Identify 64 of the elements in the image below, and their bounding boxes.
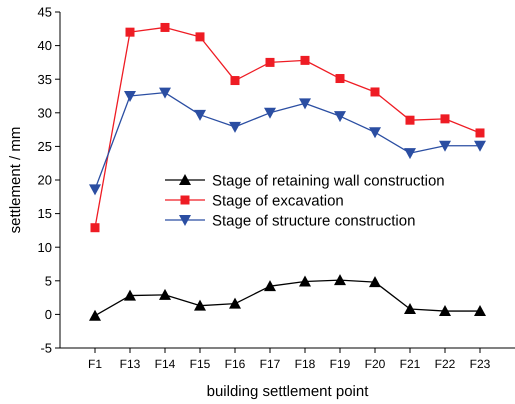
x-tick-label: F21: [400, 357, 421, 371]
point: [194, 110, 206, 121]
y-tick-label: 15: [38, 206, 52, 222]
point: [264, 108, 276, 119]
point: [194, 300, 206, 311]
point: [439, 305, 451, 316]
x-tick-label: F1: [88, 357, 102, 371]
legend-label: Stage of structure construction: [212, 212, 416, 230]
point: [439, 140, 451, 152]
point: [159, 288, 171, 300]
point: [264, 280, 276, 292]
x-tick-label: F17: [260, 357, 281, 371]
y-axis-title: settlement / mm: [7, 126, 24, 234]
point: [334, 111, 346, 122]
point: [440, 114, 450, 124]
point: [299, 98, 311, 110]
x-tick-label: F20: [364, 357, 386, 371]
y-tick-label: 45: [38, 4, 52, 20]
point: [334, 274, 346, 286]
point: [404, 303, 416, 314]
y-tick-label: 0: [44, 306, 52, 322]
point: [159, 88, 171, 99]
legend-label: Stage of excavation: [212, 192, 344, 210]
x-axis-title: building settlement point: [206, 383, 370, 400]
point: [474, 140, 486, 152]
point: [369, 127, 381, 138]
point: [406, 116, 414, 125]
y-tick-label: 40: [38, 38, 52, 54]
point: [369, 276, 381, 288]
point: [300, 56, 310, 65]
legend-label: Stage of retaining wall construction: [212, 172, 445, 190]
point: [229, 298, 241, 309]
x-tick-label: F15: [190, 357, 211, 371]
point: [124, 290, 136, 301]
point: [89, 310, 101, 321]
x-tick-label: F19: [330, 357, 351, 371]
point: [126, 28, 134, 37]
point: [404, 148, 416, 160]
point: [266, 58, 274, 67]
point: [229, 122, 241, 133]
point: [474, 305, 486, 316]
y-tick-label: -5: [40, 340, 52, 356]
point: [336, 74, 344, 84]
x-tick-label: F22: [434, 357, 456, 371]
point: [124, 91, 136, 102]
x-tick-label: F23: [470, 357, 491, 371]
point: [476, 128, 484, 138]
x-tick-label: F13: [120, 357, 141, 371]
point: [299, 275, 311, 286]
y-tick-label: 20: [38, 172, 52, 188]
point: [90, 223, 100, 232]
y-tick-label: 25: [38, 138, 52, 154]
point: [196, 32, 204, 42]
y-tick-label: 10: [38, 240, 52, 255]
point: [89, 184, 101, 196]
y-tick-label: 30: [38, 105, 52, 120]
x-tick-label: F18: [294, 357, 316, 371]
point: [370, 87, 380, 96]
point: [160, 22, 170, 32]
y-tick-label: 5: [44, 273, 52, 288]
x-tick-label: F16: [224, 357, 246, 371]
point: [230, 76, 240, 86]
y-tick-label: 35: [38, 72, 52, 87]
x-tick-label: F14: [154, 357, 176, 371]
